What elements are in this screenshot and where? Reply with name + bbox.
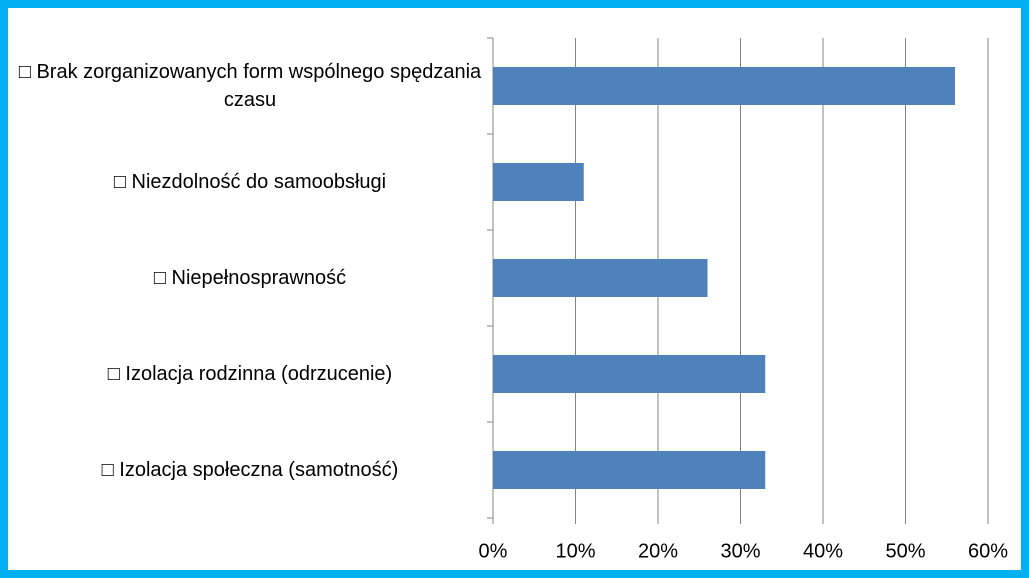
x-tick-label: 40% [803, 540, 843, 562]
y-tick-label: □ Niezdolność do samoobsługi [113, 171, 387, 193]
x-tick-label: 50% [885, 540, 925, 562]
x-tick-label: 20% [638, 540, 678, 562]
y-tick-label: □ Brak zorganizowanych form wspólnego sp… [18, 61, 482, 111]
x-tick-label: 10% [555, 540, 595, 562]
bar [493, 259, 708, 297]
bar [493, 451, 766, 489]
bar [493, 355, 766, 393]
y-tick-label: □ Izolacja społeczna (samotność) [101, 459, 399, 481]
y-tick-label: □ Niepełnosprawność [153, 267, 347, 289]
y-tick-label: □ Izolacja rodzinna (odrzucenie) [107, 363, 393, 385]
bar [493, 163, 584, 201]
bar [493, 67, 955, 105]
x-tick-label: 30% [720, 540, 760, 562]
x-tick-label: 0% [479, 540, 508, 562]
x-tick-label: 60% [968, 540, 1008, 562]
